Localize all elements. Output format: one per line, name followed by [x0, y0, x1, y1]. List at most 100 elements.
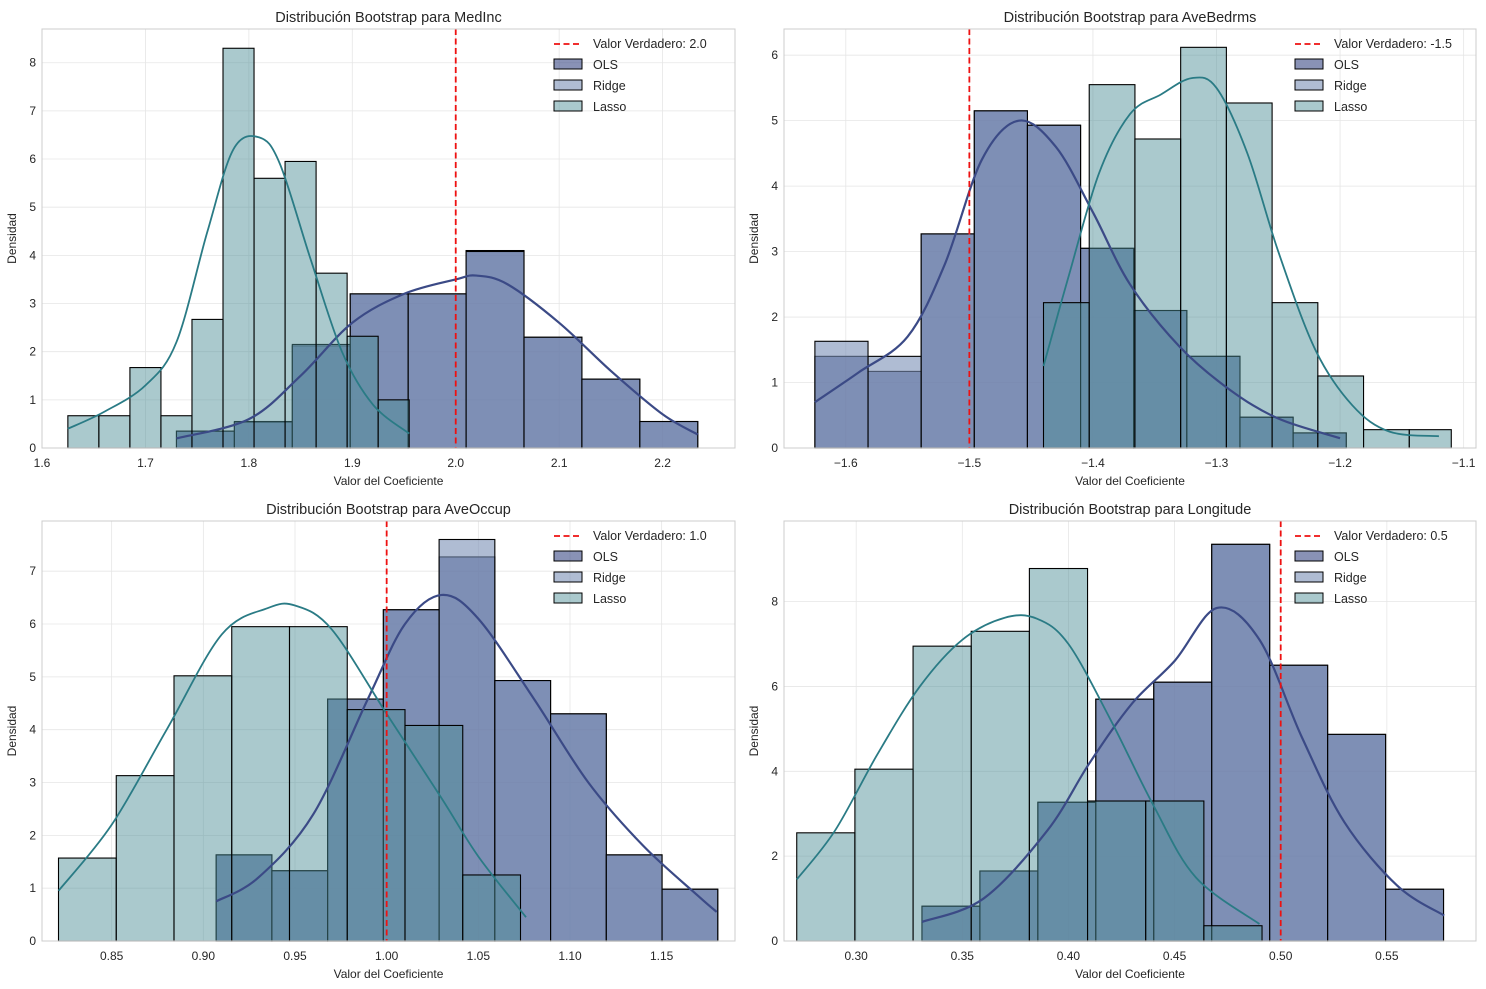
chart-medinc: Distribución Bootstrap para MedInc Valor… [5, 10, 736, 488]
y-tick-label: 0 [29, 934, 36, 948]
x-tick-label: 2.2 [654, 456, 671, 470]
bar-lasso [1271, 302, 1319, 449]
y-tick-label: 2 [771, 849, 778, 863]
legend-swatch-lasso [1294, 592, 1324, 604]
legend-ols: OLS [593, 550, 618, 564]
x-axis-label: Valor del Coeficiente [334, 967, 444, 981]
legend-swatch-ols [553, 550, 583, 562]
bar-lasso [222, 47, 255, 449]
x-tick-label: 0.35 [951, 949, 975, 963]
kde-lasso [1042, 76, 1440, 438]
bar-lasso [1363, 429, 1410, 449]
bar-lasso [284, 160, 317, 449]
kde-ols [215, 593, 718, 913]
x-tick-label: 0.55 [1375, 949, 1399, 963]
legend-swatch-ridge [1294, 79, 1324, 91]
legend-lasso: Lasso [593, 592, 626, 606]
kde-lasso [67, 135, 410, 435]
x-tick-label: 0.95 [283, 949, 307, 963]
y-tick-label: 0 [771, 441, 778, 455]
x-tick-label: 0.45 [1163, 949, 1187, 963]
bar-lasso [67, 415, 100, 449]
bar-lasso [1088, 84, 1136, 449]
bar-lasso [173, 675, 233, 942]
y-tick-label: 7 [29, 564, 36, 578]
y-tick-label: 6 [771, 679, 778, 693]
bar-ridge [465, 250, 525, 449]
bar-lasso [1134, 138, 1182, 449]
y-tick-label: 3 [29, 776, 36, 790]
y-tick-label: 1 [771, 376, 778, 390]
bar-lasso [231, 626, 291, 942]
kde-lasso [796, 614, 1261, 925]
y-tick-label: 8 [29, 56, 36, 70]
bar-ridge [867, 355, 922, 449]
kde-ols [814, 119, 1341, 440]
y-tick-label: 4 [771, 764, 778, 778]
legend-ridge: Ridge [1334, 571, 1367, 585]
x-tick-label: 0.90 [192, 949, 216, 963]
bar-ridge [605, 854, 663, 942]
bar-lasso [315, 272, 348, 449]
kde-ols [921, 606, 1445, 923]
bar-lasso [115, 775, 175, 942]
y-tick-label: 5 [29, 200, 36, 214]
y-tick-label: 5 [771, 114, 778, 128]
y-tick-label: 2 [771, 310, 778, 324]
chart-title: Distribución Bootstrap para MedInc [275, 10, 501, 26]
chart-title: Distribución Bootstrap para AveOccup [266, 502, 511, 518]
bar-lasso [288, 626, 348, 942]
x-axis-label: Valor del Coeficiente [1075, 474, 1185, 488]
bar-ridge [1385, 888, 1445, 942]
bar-ridge [979, 870, 1039, 942]
bar-lasso [796, 832, 856, 942]
legend-swatch-ols [1294, 550, 1324, 562]
y-tick-label: 4 [29, 248, 36, 262]
y-tick-label: 2 [29, 828, 36, 842]
legend-true-value: Valor Verdadero: 0.5 [1334, 529, 1448, 543]
bar-lasso [1408, 429, 1452, 449]
bar-ridge [1186, 355, 1241, 449]
legend-ols: OLS [593, 58, 618, 72]
bar-lasso [1086, 800, 1147, 942]
y-tick-label: 8 [771, 595, 778, 609]
legend-swatch-ridge [553, 79, 583, 91]
y-axis-label: Densidad [5, 706, 19, 757]
x-tick-label: 2.1 [551, 456, 568, 470]
chart-title: Distribución Bootstrap para AveBedrms [1004, 10, 1257, 26]
kde-ols [176, 274, 699, 440]
bar-lasso [57, 857, 117, 942]
axes-frame [783, 28, 1477, 449]
y-axis-label: Densidad [747, 213, 761, 264]
bar-ridge [973, 110, 1028, 449]
bar-ridge [291, 343, 351, 449]
x-tick-label: 0.50 [1269, 949, 1293, 963]
legend-swatch-ols [1294, 58, 1324, 70]
bar-ridge [1327, 733, 1387, 942]
y-axis-label: Densidad [5, 213, 19, 264]
x-tick-label: 1.15 [650, 949, 674, 963]
bar-lasso [1225, 102, 1273, 449]
y-tick-label: 0 [29, 441, 36, 455]
x-tick-label: 1.8 [241, 456, 258, 470]
legend-swatch-lasso [553, 592, 583, 604]
bar-lasso [404, 724, 464, 942]
y-tick-label: 4 [29, 723, 36, 737]
y-tick-label: 0 [771, 934, 778, 948]
bar-ridge [1133, 309, 1188, 449]
bar-ridge [1037, 801, 1097, 942]
x-tick-label: −1.2 [1328, 456, 1352, 470]
chart-title: Distribución Bootstrap para Longitude [1009, 502, 1252, 518]
bar-ridge [382, 609, 440, 942]
x-tick-label: 0.30 [844, 949, 868, 963]
bar-ridge [921, 905, 981, 942]
bar-ridge [1026, 124, 1082, 449]
bar-ridge [523, 336, 583, 449]
bar-lasso [462, 874, 522, 942]
bar-lasso [253, 177, 286, 449]
bar-ridge [581, 378, 641, 449]
y-tick-label: 6 [771, 48, 778, 62]
chart-avebedrms: Distribución Bootstrap para AveBedrms Va… [747, 10, 1477, 488]
x-tick-label: 1.00 [375, 949, 399, 963]
bar-lasso [1317, 375, 1365, 449]
